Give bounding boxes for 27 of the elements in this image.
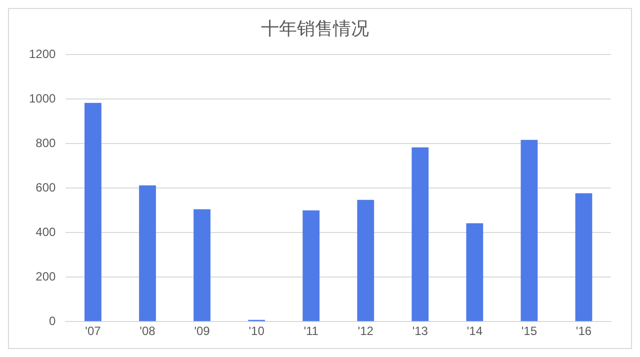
x-tick-label: '12 — [358, 324, 374, 338]
x-tick-label: '14 — [466, 324, 483, 338]
bar — [139, 185, 156, 322]
x-tick-label: '15 — [521, 324, 538, 338]
bar — [194, 209, 210, 322]
y-tick-label: 1200 — [28, 46, 56, 61]
bar — [575, 193, 592, 322]
x-tick-label: '16 — [576, 324, 592, 338]
bar — [520, 140, 538, 322]
y-tick-label: 0 — [49, 314, 56, 328]
y-tick-label: 1000 — [28, 91, 56, 106]
x-tick-label: '10 — [248, 324, 265, 338]
bar — [412, 147, 429, 322]
bar — [357, 200, 374, 322]
bar — [466, 223, 484, 322]
y-tick-label: 800 — [36, 136, 56, 150]
y-tick-label: 200 — [36, 269, 56, 284]
bar — [84, 102, 102, 322]
y-tick-label: 600 — [36, 180, 56, 194]
bar — [302, 210, 320, 322]
x-tick-label: '11 — [304, 324, 319, 338]
x-tick-label: '07 — [85, 324, 102, 338]
y-tick-label: 400 — [36, 224, 56, 239]
x-tick-label: '08 — [140, 324, 156, 338]
x-tick-label: '13 — [412, 324, 428, 338]
x-tick-label: '09 — [194, 324, 210, 338]
chart-title: 十年销售情况 — [261, 18, 369, 40]
